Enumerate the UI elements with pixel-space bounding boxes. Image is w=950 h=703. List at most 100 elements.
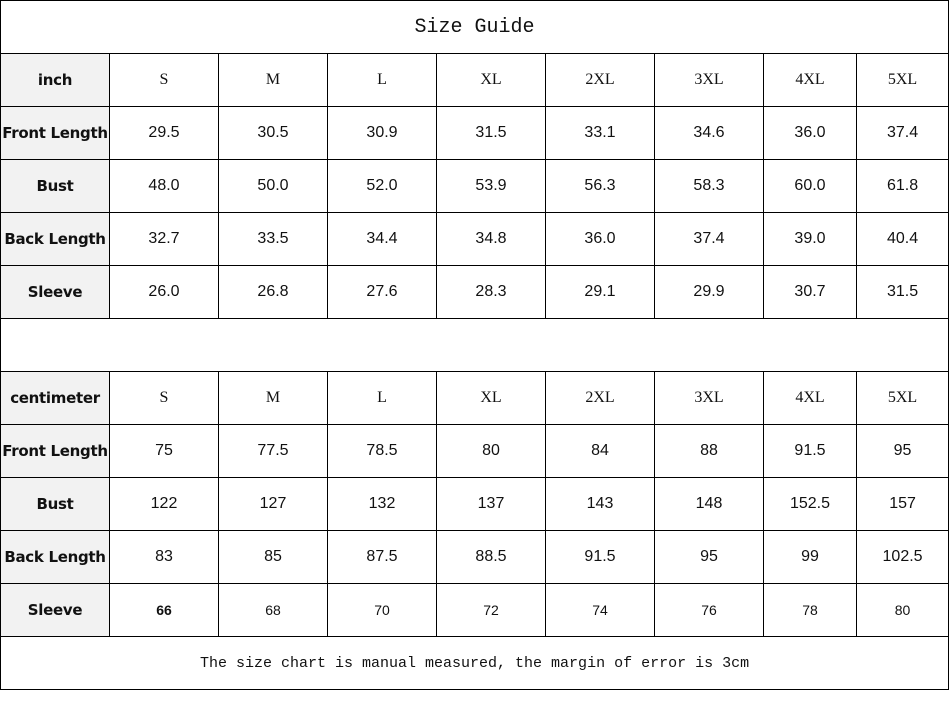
size-header: M: [218, 371, 328, 425]
table-cell: 95: [855, 424, 950, 478]
table-cell: 78: [763, 583, 857, 637]
inch-header-row: inch S M L XL 2XL 3XL 4XL 5XL: [0, 53, 950, 107]
table-cell: 37.4: [654, 212, 764, 266]
row-label: Bust: [0, 159, 110, 213]
table-cell: 75: [109, 424, 219, 478]
size-header: M: [218, 53, 328, 107]
table-cell: 34.6: [654, 106, 764, 160]
table-cell: 29.5: [109, 106, 219, 160]
table-cell: 143: [545, 477, 655, 531]
table-cell: 80: [855, 583, 950, 637]
table-cell: 78.5: [327, 424, 437, 478]
table-cell: 34.4: [327, 212, 437, 266]
note-row: The size chart is manual measured, the m…: [0, 636, 950, 690]
size-header: S: [109, 371, 219, 425]
size-header: 2XL: [545, 371, 655, 425]
table-cell: 68: [218, 583, 328, 637]
size-header: S: [109, 53, 219, 107]
spacer-row: [0, 318, 950, 372]
table-row: Front Length 29.5 30.5 30.9 31.5 33.1 34.6 36.0…: [0, 106, 950, 160]
table-cell: 91.5: [545, 530, 655, 584]
table-cell: 91.5: [763, 424, 857, 478]
size-header: 2XL: [545, 53, 655, 107]
table-cell: 102.5: [855, 530, 950, 584]
table-cell: 52.0: [327, 159, 437, 213]
table-cell: 36.0: [545, 212, 655, 266]
size-header: L: [327, 371, 437, 425]
table-cell: 84: [545, 424, 655, 478]
row-label: Sleeve: [0, 583, 110, 637]
table-cell: 37.4: [855, 106, 950, 160]
table-cell: 72: [436, 583, 546, 637]
table-cell: 28.3: [436, 265, 546, 319]
table-row: Front Length 75 77.5 78.5 80 84 88 91.5 95: [0, 424, 950, 478]
table-cell: 66: [109, 583, 219, 637]
table-cell: 26.0: [109, 265, 219, 319]
table-cell: 33.1: [545, 106, 655, 160]
table-cell: 74: [545, 583, 655, 637]
table-cell: 30.9: [327, 106, 437, 160]
table-cell: 87.5: [327, 530, 437, 584]
table-cell: 33.5: [218, 212, 328, 266]
table-row: Sleeve 26.0 26.8 27.6 28.3 29.1 29.9 30.7 31.5: [0, 265, 950, 319]
size-header: L: [327, 53, 437, 107]
size-header: XL: [436, 371, 546, 425]
table-cell: 157: [855, 477, 950, 531]
table-cell: 30.7: [763, 265, 857, 319]
table-cell: 36.0: [763, 106, 857, 160]
size-header: 4XL: [763, 53, 857, 107]
table-cell: 60.0: [763, 159, 857, 213]
table-cell: 40.4: [855, 212, 950, 266]
table-row: Bust 48.0 50.0 52.0 53.9 56.3 58.3 60.0 61.8: [0, 159, 950, 213]
table-cell: 88: [654, 424, 764, 478]
table-cell: 29.9: [654, 265, 764, 319]
table-row: Sleeve 66 68 70 72 74 76 78 80: [0, 583, 950, 637]
table-cell: 32.7: [109, 212, 219, 266]
table-cell: 53.9: [436, 159, 546, 213]
unit-label: centimeter: [0, 371, 110, 425]
table-cell: 26.8: [218, 265, 328, 319]
table-cell: 29.1: [545, 265, 655, 319]
spacer: [0, 318, 950, 372]
table-row: Back Length 32.7 33.5 34.4 34.8 36.0 37.4 39.0 4…: [0, 212, 950, 266]
table-cell: 95: [654, 530, 764, 584]
table-cell: 77.5: [218, 424, 328, 478]
table-row: Back Length 83 85 87.5 88.5 91.5 95 99 102.5: [0, 530, 950, 584]
measurement-note: The size chart is manual measured, the m…: [0, 636, 950, 690]
table-row: Bust 122 127 132 137 143 148 152.5 157: [0, 477, 950, 531]
size-header: 5XL: [855, 371, 950, 425]
row-label: Front Length: [0, 106, 110, 160]
table-cell: 61.8: [855, 159, 950, 213]
size-header: 4XL: [763, 371, 857, 425]
table-cell: 80: [436, 424, 546, 478]
size-header: 3XL: [654, 371, 764, 425]
table-cell: 122: [109, 477, 219, 531]
row-label: Back Length: [0, 212, 110, 266]
table-cell: 56.3: [545, 159, 655, 213]
table-cell: 152.5: [763, 477, 857, 531]
table-cell: 76: [654, 583, 764, 637]
table-cell: 30.5: [218, 106, 328, 160]
table-cell: 31.5: [436, 106, 546, 160]
centimeter-header-row: centimeter S M L XL 2XL 3XL 4XL 5XL: [0, 371, 950, 425]
table-cell: 39.0: [763, 212, 857, 266]
page-title: Size Guide: [0, 0, 950, 54]
table-cell: 70: [327, 583, 437, 637]
table-cell: 148: [654, 477, 764, 531]
row-label: Front Length: [0, 424, 110, 478]
unit-label: inch: [0, 53, 110, 107]
table-cell: 127: [218, 477, 328, 531]
table-cell: 31.5: [855, 265, 950, 319]
row-label: Back Length: [0, 530, 110, 584]
table-cell: 48.0: [109, 159, 219, 213]
table-cell: 34.8: [436, 212, 546, 266]
table-cell: 132: [327, 477, 437, 531]
row-label: Bust: [0, 477, 110, 531]
size-header: 3XL: [654, 53, 764, 107]
table-cell: 88.5: [436, 530, 546, 584]
table-cell: 27.6: [327, 265, 437, 319]
table-cell: 99: [763, 530, 857, 584]
table-cell: 137: [436, 477, 546, 531]
table-cell: 83: [109, 530, 219, 584]
